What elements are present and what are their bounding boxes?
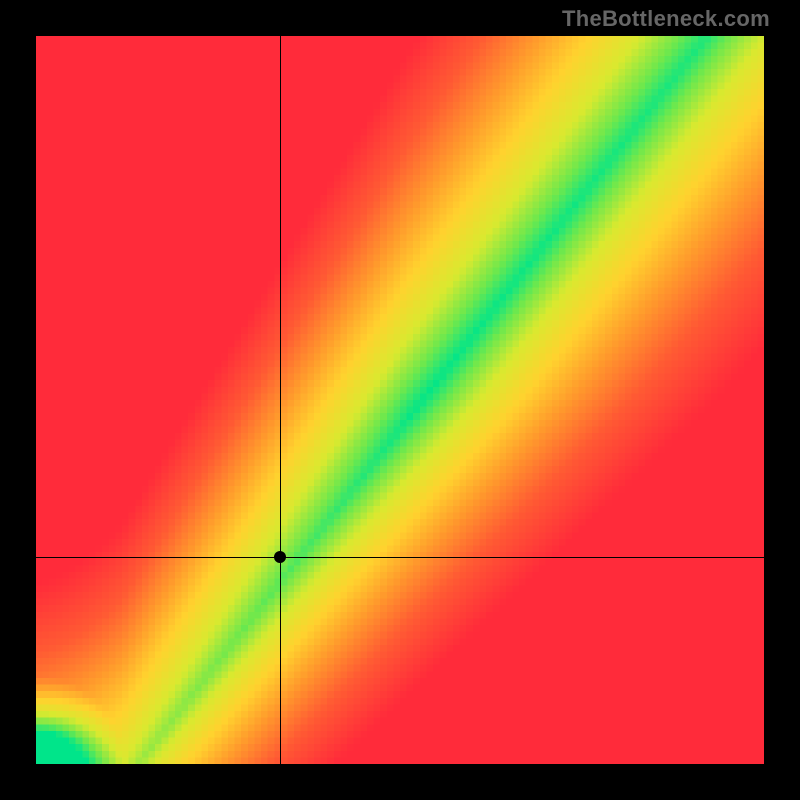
crosshair-horizontal bbox=[36, 557, 764, 558]
crosshair-vertical bbox=[280, 36, 281, 764]
chart-container: TheBottleneck.com bbox=[0, 0, 800, 800]
crosshair-marker-dot bbox=[274, 551, 286, 563]
heatmap-canvas bbox=[36, 36, 764, 764]
watermark-text: TheBottleneck.com bbox=[562, 6, 770, 32]
